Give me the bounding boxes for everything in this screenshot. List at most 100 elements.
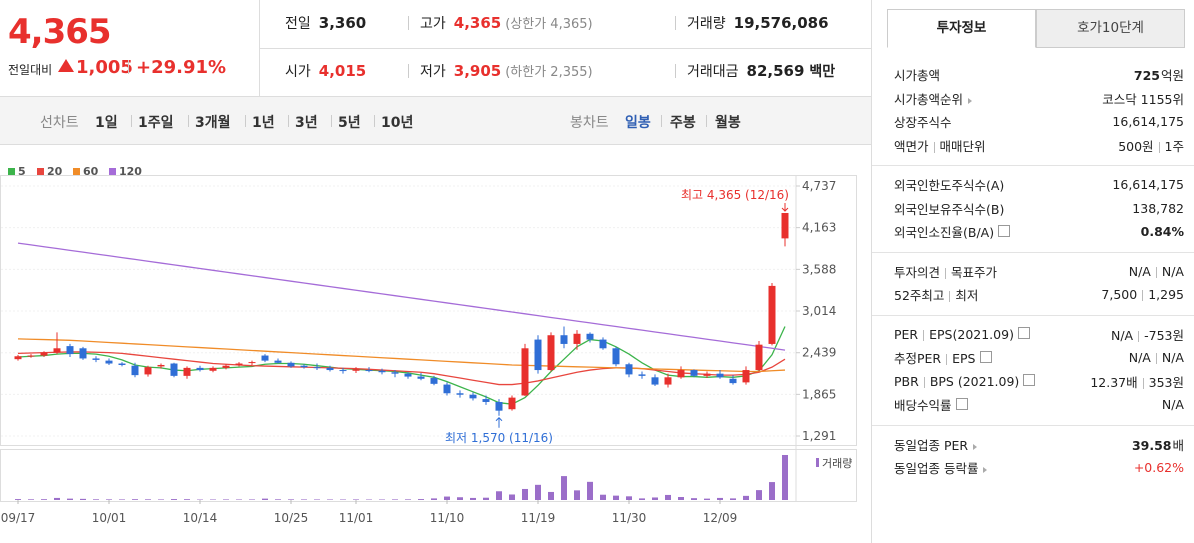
volume-bar (54, 497, 60, 500)
volume-bar (665, 494, 671, 500)
moving-average-line (17, 326, 786, 405)
separator (945, 267, 947, 279)
info-row: PBR BPS (2021.09) 12.37배 353원 (872, 370, 1194, 394)
tab-option[interactable]: 10년 (381, 115, 414, 131)
candle-body (638, 374, 646, 376)
candle-body (677, 370, 685, 378)
info-label: 배당수익률 (894, 395, 968, 414)
candle-body (391, 372, 399, 374)
y-tick-label: 4,737 (802, 179, 836, 193)
summary-label: 저가 (420, 64, 446, 80)
tab-option[interactable]: 1일 (95, 115, 118, 131)
volume-bar (769, 482, 775, 500)
x-tick-label: 10/14 (183, 511, 218, 525)
label-text: 추정PER (894, 351, 942, 367)
separator (1155, 353, 1157, 365)
volume-bar (41, 499, 47, 500)
summary-label: 고가 (420, 16, 446, 32)
link-icon[interactable] (968, 97, 973, 104)
volume-bar (574, 490, 580, 500)
tab-group-label: 봉차트 (570, 115, 609, 131)
candle-body (560, 335, 568, 344)
volume-bar (678, 497, 684, 500)
separator (1142, 290, 1144, 302)
candle-body (235, 363, 243, 365)
divider (408, 16, 409, 30)
info-value: N/A -753원 (1111, 325, 1184, 344)
help-icon[interactable] (1017, 326, 1030, 339)
tab-option[interactable]: 5년 (338, 115, 361, 131)
value-unit: 억원 (1160, 68, 1184, 84)
tab-separator (661, 115, 662, 127)
tab-separator (331, 115, 332, 127)
candle-body (365, 370, 373, 372)
price-box: 4,365 전일대비 1,005 +29.91% (0, 0, 260, 97)
help-icon[interactable] (979, 351, 992, 364)
summary-unit: 백만 (809, 64, 836, 80)
separator (933, 141, 935, 153)
value-text: 1,295 (1148, 287, 1184, 303)
tab-option[interactable]: 1주일 (138, 115, 174, 131)
tab-option[interactable]: 주봉 (670, 115, 696, 131)
volume-bar (730, 498, 736, 500)
help-icon[interactable] (955, 398, 968, 411)
value-text: N/A (1128, 263, 1151, 279)
volume-bar (236, 499, 242, 500)
value-text: 353원 (1148, 374, 1184, 390)
summary-note: (상한가 4,365) (505, 17, 593, 32)
candle-body (781, 212, 789, 239)
volume-bar (600, 494, 606, 500)
candle-body (690, 370, 698, 376)
value-text: N/A (1161, 397, 1184, 413)
divider (408, 64, 409, 78)
info-value: 12.37배 353원 (1090, 372, 1184, 391)
tab-option[interactable]: 1년 (252, 115, 275, 131)
candle-body (261, 355, 269, 361)
separator (923, 329, 925, 341)
separator (1138, 330, 1140, 342)
legend-swatch (73, 168, 80, 175)
info-value: 725억원 (1134, 65, 1184, 84)
tab-option[interactable]: 월봉 (715, 115, 741, 131)
value-text: 코스닥 1155위 (1102, 91, 1184, 107)
tab-option[interactable]: 3년 (295, 115, 318, 131)
info-value: 코스닥 1155위 (1102, 89, 1184, 108)
volume-bar (561, 476, 567, 500)
summary-value: 3,360 (318, 14, 367, 32)
link-icon[interactable] (983, 467, 988, 474)
candle-body (456, 393, 464, 395)
help-icon[interactable] (1023, 373, 1036, 386)
candle-body (703, 373, 711, 376)
volume-legend-swatch (816, 458, 819, 467)
candle-body (248, 362, 256, 364)
info-label: 외국인소진율(B/A) (894, 222, 1011, 241)
volume-frame (0, 449, 857, 502)
volume-bar (652, 497, 658, 500)
candle-body (768, 285, 776, 344)
current-price: 4,365 (8, 12, 112, 52)
x-tick-label: 11/01 (339, 511, 374, 525)
info-tab[interactable]: 호가10단계 (1036, 9, 1185, 48)
y-tick-label: 3,014 (802, 304, 836, 318)
tab-option[interactable]: 일봉 (625, 115, 651, 131)
help-icon[interactable] (998, 225, 1011, 238)
candle-body (183, 367, 191, 376)
tab-option[interactable]: 3개월 (195, 115, 231, 131)
info-tab[interactable]: 투자정보 (887, 9, 1036, 48)
summary: 전일 3,360 고가 4,365 (상한가 4,365) 거래량 19,576,086 시가… (260, 0, 871, 97)
volume-bar (171, 499, 177, 500)
summary-value: 82,569 (746, 62, 805, 80)
volume-bar (496, 491, 502, 500)
summary-note: (하한가 2,355) (505, 65, 593, 80)
info-value: 39.58배 (1132, 435, 1184, 454)
candle-body (417, 376, 425, 379)
low-arrow (495, 417, 503, 428)
link-icon[interactable] (973, 443, 978, 450)
volume-bar (782, 455, 788, 500)
candle-body (625, 364, 633, 375)
info-value: N/A (1162, 397, 1184, 412)
value-text: 39.58 (1131, 437, 1172, 453)
separator (949, 291, 951, 303)
y-tick-label: 1,865 (802, 387, 836, 401)
